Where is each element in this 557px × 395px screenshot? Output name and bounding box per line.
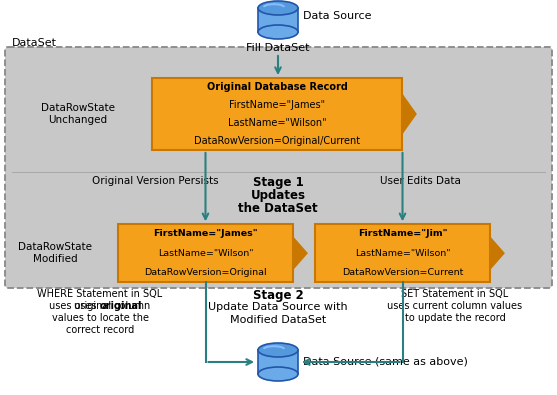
Text: uses: uses [75,301,100,311]
Text: Original Version Persists: Original Version Persists [92,176,218,186]
Ellipse shape [258,25,298,39]
Text: values to locate the: values to locate the [51,313,149,323]
Text: FirstName="James": FirstName="James" [229,100,325,110]
Text: the DataSet: the DataSet [238,202,318,215]
FancyBboxPatch shape [118,224,293,282]
Text: LastName="Wilson": LastName="Wilson" [158,249,253,258]
FancyBboxPatch shape [5,47,552,288]
Text: DataRowVersion=Original: DataRowVersion=Original [144,268,267,277]
Ellipse shape [258,1,298,15]
Text: DataRowVersion=Original/Current: DataRowVersion=Original/Current [194,136,360,146]
Text: correct record: correct record [66,325,134,335]
Polygon shape [402,94,416,134]
Text: LastName="Wilson": LastName="Wilson" [355,249,450,258]
Text: Update Data Source with: Update Data Source with [208,302,348,312]
Text: FirstName="James": FirstName="James" [153,229,258,238]
Text: to update the record: to update the record [404,313,505,323]
Polygon shape [258,350,298,374]
Text: uses ​original column: uses ​original column [50,301,150,311]
Text: Stage 2: Stage 2 [253,289,304,302]
Ellipse shape [258,343,298,357]
Text: Stage 1: Stage 1 [253,176,304,189]
FancyBboxPatch shape [315,224,490,282]
Text: WHERE Statement in SQL: WHERE Statement in SQL [37,289,163,299]
Text: Modified DataSet: Modified DataSet [230,315,326,325]
Text: Data Source (same as above): Data Source (same as above) [303,357,468,367]
Polygon shape [293,237,307,269]
Text: original: original [100,301,143,311]
Text: User Edits Data: User Edits Data [379,176,461,186]
Text: Data Source: Data Source [303,11,372,21]
Polygon shape [490,237,504,269]
Text: DataRowState
Modified: DataRowState Modified [18,243,92,264]
Text: Updates: Updates [251,189,305,202]
Text: uses ​current column values: uses ​current column values [388,301,522,311]
Text: DataRowState
Unchanged: DataRowState Unchanged [41,103,115,125]
Text: DataSet: DataSet [12,38,57,48]
Text: SET Statement in SQL: SET Statement in SQL [402,289,509,299]
Text: LastName="Wilson": LastName="Wilson" [228,118,326,128]
Text: FirstName="Jim": FirstName="Jim" [358,229,447,238]
Text: Fill DataSet: Fill DataSet [246,43,310,53]
FancyBboxPatch shape [152,78,402,150]
Polygon shape [258,8,298,32]
Text: DataRowVersion=Current: DataRowVersion=Current [342,268,463,277]
Ellipse shape [258,367,298,381]
Text: Original Database Record: Original Database Record [207,82,348,92]
